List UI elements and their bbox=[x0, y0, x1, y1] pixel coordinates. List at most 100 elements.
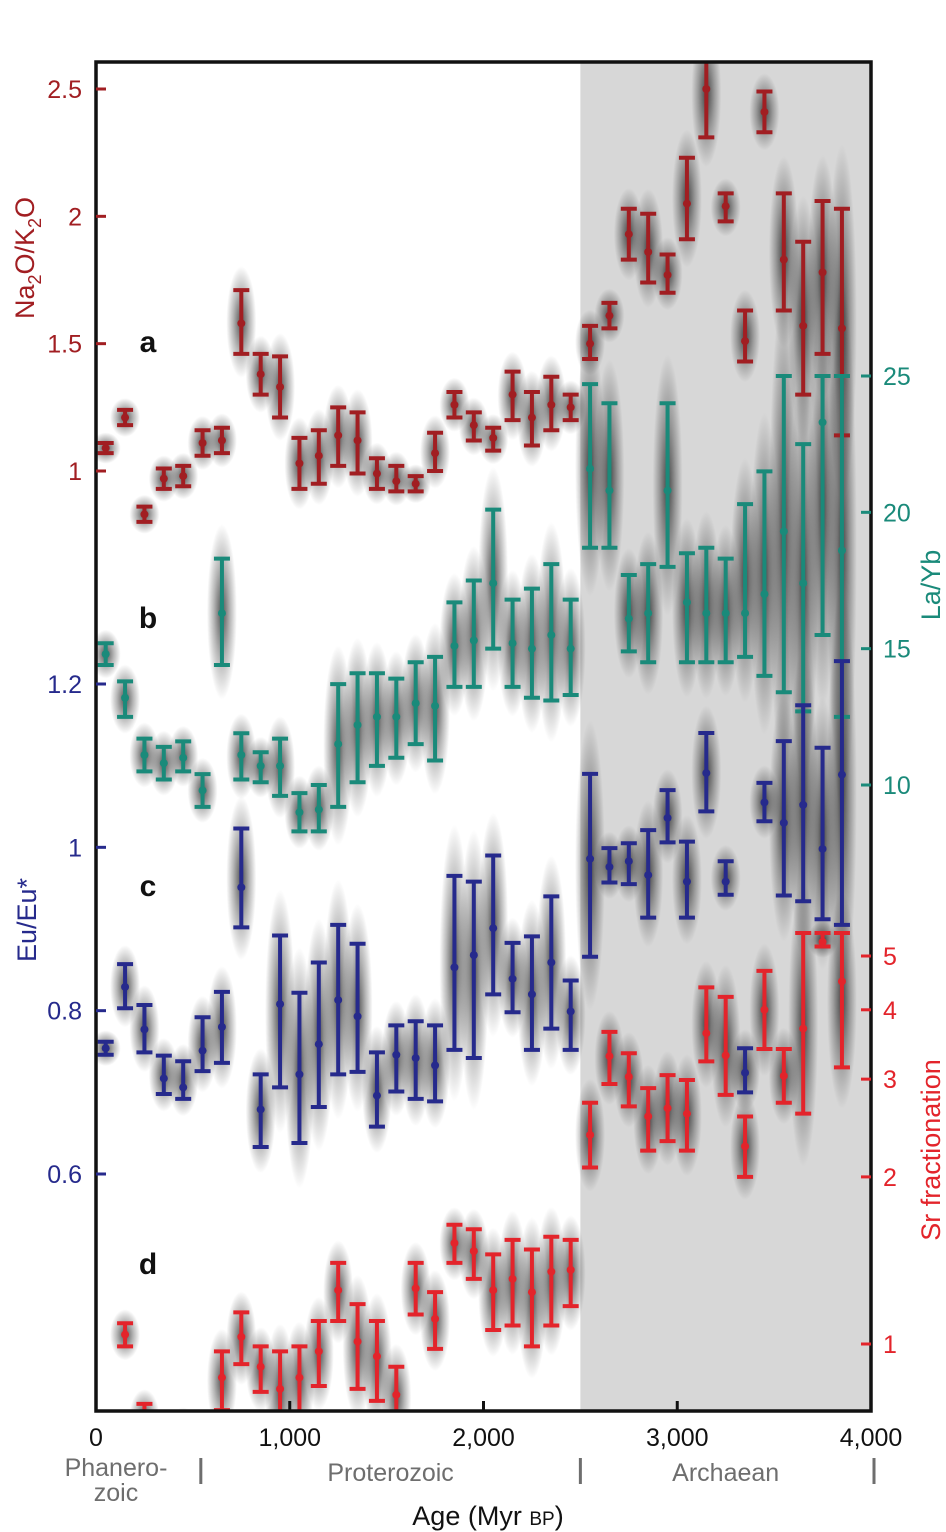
data-point bbox=[682, 199, 691, 208]
x-tick-label: 1,000 bbox=[258, 1424, 321, 1452]
data-point bbox=[586, 1130, 595, 1139]
data-point bbox=[353, 1337, 362, 1346]
data-point bbox=[741, 337, 750, 346]
data-point bbox=[411, 1284, 420, 1293]
data-point bbox=[663, 486, 672, 495]
data-point bbox=[179, 1083, 188, 1092]
y-tick-label-c: 0.8 bbox=[47, 998, 82, 1026]
data-point bbox=[411, 1054, 420, 1063]
data-point bbox=[431, 1061, 440, 1070]
data-point bbox=[160, 1437, 168, 1445]
data-point bbox=[179, 1437, 187, 1445]
era-label: zoic bbox=[94, 1479, 138, 1507]
data-point bbox=[101, 1044, 110, 1053]
data-point bbox=[779, 818, 788, 827]
data-point bbox=[450, 400, 459, 409]
data-point bbox=[353, 721, 362, 730]
x-tick-label: 2,000 bbox=[452, 1424, 515, 1452]
data-point bbox=[837, 324, 846, 333]
data-point bbox=[217, 609, 226, 618]
data-point bbox=[450, 641, 459, 650]
data-point bbox=[256, 761, 265, 770]
data-point bbox=[644, 1112, 653, 1121]
data-point bbox=[276, 1384, 285, 1393]
data-point bbox=[295, 459, 304, 468]
data-point bbox=[353, 436, 362, 445]
data-point bbox=[624, 230, 633, 239]
data-point bbox=[334, 996, 343, 1005]
data-point bbox=[217, 436, 226, 445]
data-marks bbox=[97, 62, 850, 1452]
data-point bbox=[837, 770, 846, 779]
data-point bbox=[741, 609, 750, 618]
data-point bbox=[392, 712, 401, 721]
x-tick-label: 3,000 bbox=[646, 1424, 709, 1452]
y-tick-label-a: 1.5 bbox=[47, 331, 82, 359]
data-point bbox=[140, 1025, 149, 1034]
data-point bbox=[140, 751, 149, 760]
data-point bbox=[682, 1109, 691, 1118]
data-point bbox=[140, 1413, 148, 1421]
y-axis-title-la: La/Yb bbox=[916, 550, 946, 621]
data-point bbox=[508, 639, 517, 648]
data-point bbox=[450, 963, 459, 972]
data-point bbox=[721, 609, 730, 618]
era-label: Proterozoic bbox=[327, 1459, 453, 1487]
data-point bbox=[605, 862, 614, 871]
data-point bbox=[702, 609, 711, 618]
data-point bbox=[179, 472, 188, 481]
data-point bbox=[799, 800, 808, 809]
data-point bbox=[605, 311, 614, 320]
data-point bbox=[121, 413, 130, 422]
panel-letter-a: a bbox=[140, 326, 157, 359]
data-point bbox=[256, 370, 265, 379]
data-point bbox=[392, 1390, 401, 1399]
y-tick-label-b: 20 bbox=[883, 499, 911, 527]
data-point bbox=[334, 431, 343, 440]
data-point bbox=[566, 1265, 575, 1274]
data-point bbox=[702, 85, 711, 93]
data-point bbox=[101, 444, 110, 453]
data-point bbox=[527, 644, 536, 653]
data-point bbox=[508, 1274, 517, 1283]
data-point bbox=[121, 982, 130, 991]
panel-axes: a 1 1.5 2 2.5 b 10 15 20 25 c 0.6 0.8 1 1.2 d 1 2 3 4 5 bbox=[47, 76, 911, 1359]
y-tick-label-d: 1 bbox=[883, 1331, 897, 1359]
data-point bbox=[392, 1050, 401, 1059]
data-point bbox=[682, 598, 691, 607]
data-point bbox=[489, 1286, 498, 1295]
y-axis-title-eu: Eu/Eu* bbox=[12, 877, 42, 962]
x-tick-label: 4,000 bbox=[840, 1424, 903, 1452]
y-tick-label-d: 5 bbox=[883, 943, 897, 971]
data-point bbox=[217, 1373, 226, 1382]
data-point bbox=[799, 579, 808, 588]
data-point bbox=[644, 871, 653, 880]
data-point bbox=[353, 1012, 362, 1021]
data-point bbox=[779, 527, 788, 536]
data-point bbox=[372, 1091, 381, 1100]
data-point bbox=[508, 390, 517, 399]
data-point bbox=[199, 1444, 207, 1452]
data-point bbox=[431, 1314, 440, 1323]
data-point bbox=[276, 761, 285, 770]
y-tick-label-c: 1.2 bbox=[47, 671, 82, 699]
density-smudge bbox=[176, 1407, 191, 1411]
panel-letter-c: c bbox=[140, 870, 157, 903]
y-axis-title-na: Na2O/K2O bbox=[10, 197, 45, 319]
y-axis-title-sr: Sr fractionation bbox=[916, 1059, 946, 1241]
data-point bbox=[818, 418, 827, 427]
data-point bbox=[605, 486, 614, 495]
y-tick-label-d: 4 bbox=[883, 997, 897, 1025]
data-point bbox=[159, 474, 168, 483]
data-point bbox=[586, 854, 595, 863]
data-point bbox=[837, 977, 846, 986]
data-point bbox=[179, 753, 188, 762]
y-tick-label-c: 0.6 bbox=[47, 1161, 82, 1189]
data-point bbox=[198, 1046, 207, 1055]
data-point bbox=[372, 1352, 381, 1361]
data-point bbox=[760, 1005, 769, 1014]
era-label: Phanero- bbox=[65, 1454, 168, 1482]
data-point bbox=[489, 924, 498, 933]
data-point bbox=[663, 813, 672, 822]
